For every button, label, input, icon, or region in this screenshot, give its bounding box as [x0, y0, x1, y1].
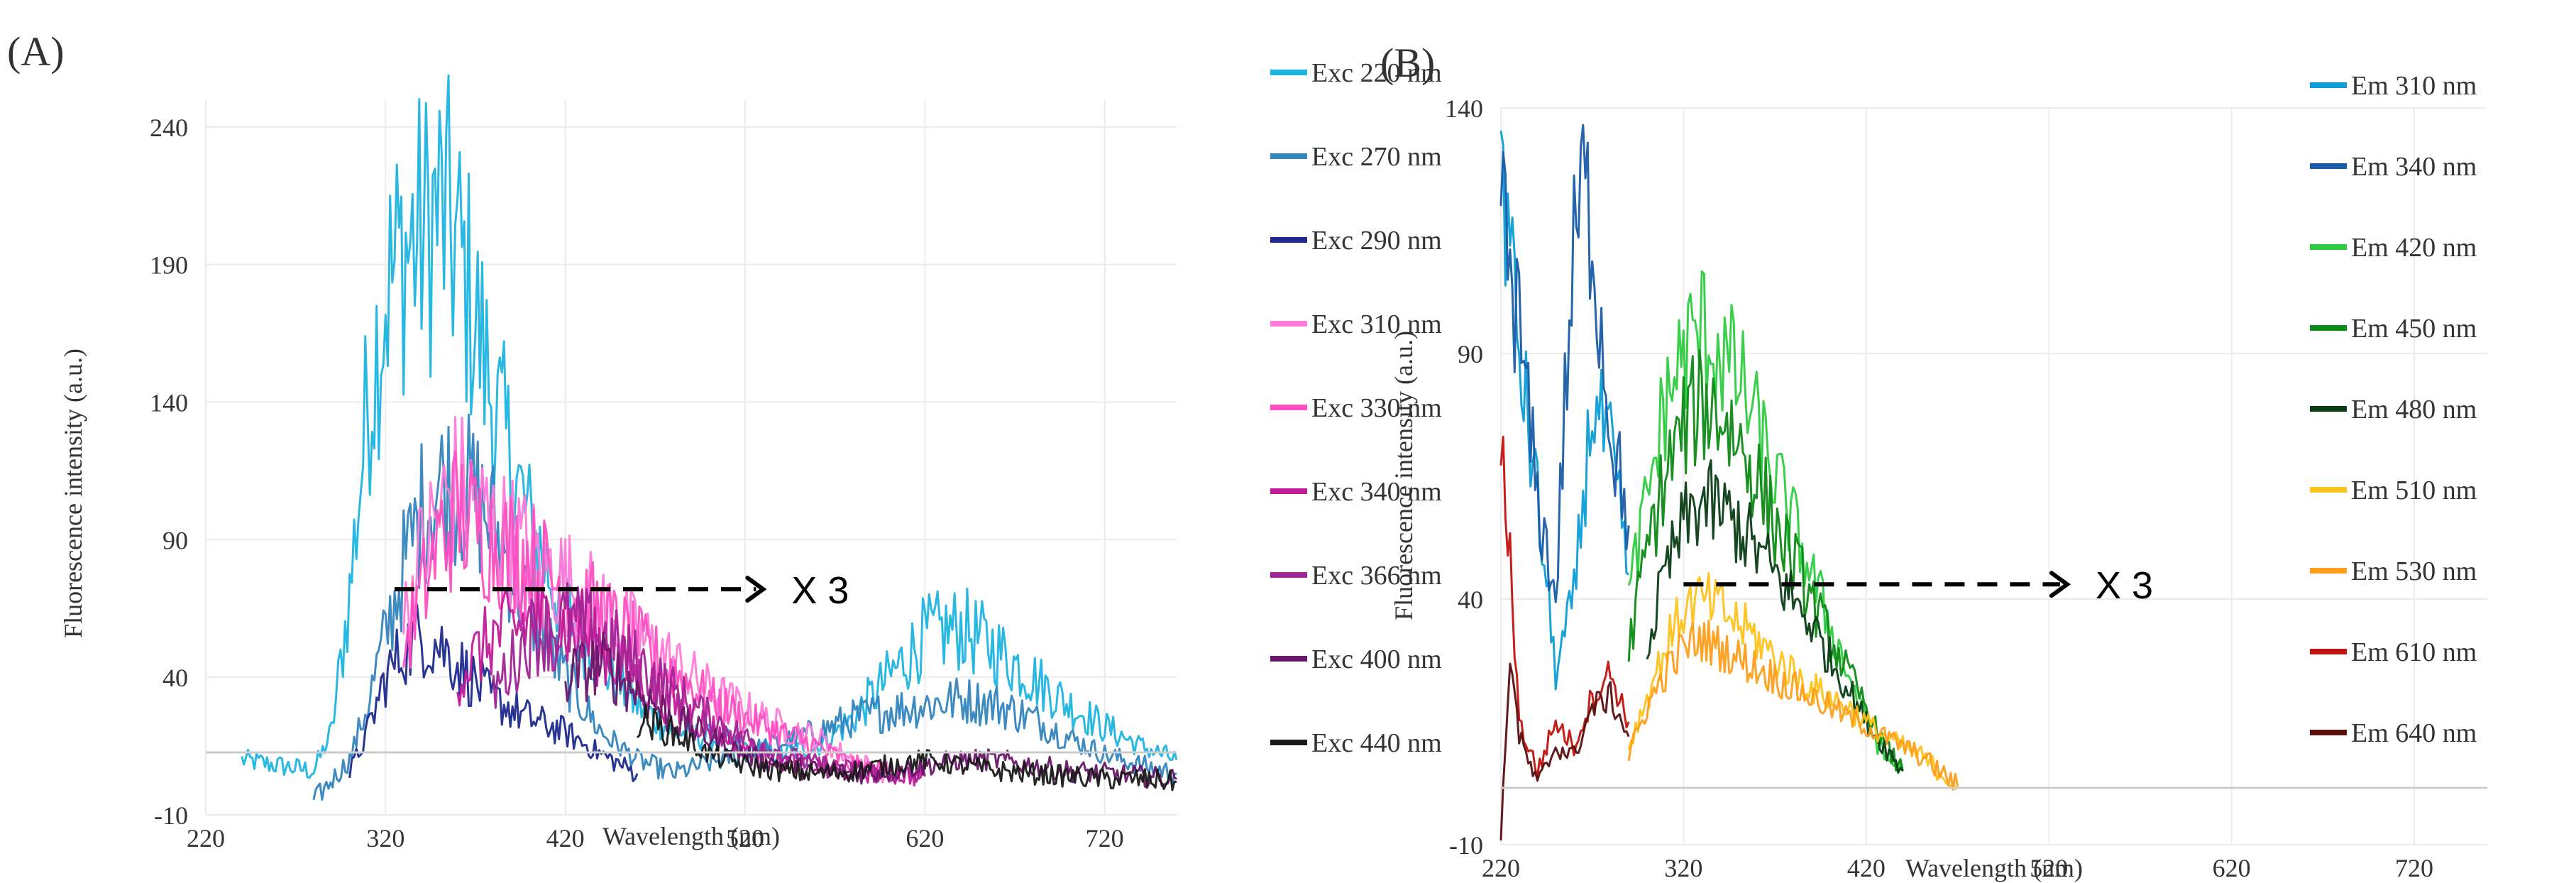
b-legend-label-1: Em 340 nm [2351, 152, 2477, 182]
panel-b-chart: (B) -10 40 90 140 220 320 420 520 620 720 Fluores… [1380, 40, 2487, 882]
panel-b-grid [1500, 107, 2487, 845]
a-series-line-3 [402, 416, 891, 784]
b-series-line-4 [1646, 459, 1904, 774]
b-legend-label-6: Em 530 nm [2351, 556, 2477, 586]
b-legend-label-4: Em 480 nm [2351, 395, 2477, 424]
b-ytick-0: -10 [1449, 831, 1483, 860]
a-xtick-5: 720 [1086, 824, 1124, 852]
panel-a-ticks: -10 40 90 140 190 240 220 320 420 520 620 720 [150, 114, 1124, 852]
a-legend-label-4: Exc 330 nm [1311, 393, 1442, 423]
panel-a-legend: Exc 220 nm Exc 270 nm Exc 290 nm Exc 310 nm… [1270, 58, 1442, 758]
b-series-line-8 [1499, 662, 1630, 841]
b-ytick-1: 40 [1458, 586, 1483, 614]
panel-b-xlabel: Wavelength (nm) [1905, 854, 2083, 882]
panel-b-x3-label: X 3 [2096, 564, 2153, 607]
b-ytick-2: 90 [1458, 340, 1483, 368]
a-legend-label-8: Exc 440 nm [1311, 728, 1442, 758]
b-legend-label-2: Em 420 nm [2351, 233, 2477, 263]
b-legend-label-0: Em 310 nm [2351, 71, 2477, 101]
panel-a-series [241, 74, 1178, 801]
b-legend-label-3: Em 450 nm [2351, 314, 2477, 344]
a-legend-label-7: Exc 400 nm [1311, 645, 1442, 674]
a-legend-label-6: Exc 366 nm [1311, 561, 1442, 591]
a-ytick-2: 90 [163, 526, 188, 554]
b-ytick-3: 140 [1445, 94, 1483, 123]
a-legend-label-3: Exc 310 nm [1311, 309, 1442, 339]
panel-b-arrow-head [2049, 571, 2071, 598]
panel-a-label: (A) [7, 28, 65, 75]
b-xtick-0: 220 [1482, 854, 1520, 882]
a-ytick-5: 240 [150, 114, 188, 142]
panel-b-ticks: -10 40 90 140 220 320 420 520 620 720 [1445, 94, 2433, 882]
b-series-line-6 [1627, 620, 1959, 791]
panel-b-series [1499, 124, 1959, 841]
panel-b-ylabel: Fluorescence intensity (a.u.) [1389, 331, 1418, 620]
a-ytick-1: 40 [163, 664, 188, 692]
panel-a-x3-label: X 3 [791, 569, 849, 612]
panel-b-annotation: X 3 [1683, 564, 2153, 607]
panel-b-label: (B) [1380, 40, 1435, 86]
b-legend-label-5: Em 510 nm [2351, 476, 2477, 505]
a-ytick-3: 140 [150, 388, 188, 417]
a-xtick-4: 620 [906, 824, 944, 852]
b-series-line-3 [1627, 349, 1904, 772]
a-xtick-1: 320 [366, 824, 404, 852]
b-xtick-2: 420 [1847, 854, 1886, 882]
panel-a-annotation: X 3 [395, 569, 849, 612]
a-legend-label-5: Exc 340 nm [1311, 477, 1442, 507]
b-legend-label-8: Em 640 nm [2351, 718, 2477, 748]
a-ytick-4: 190 [150, 251, 188, 280]
a-legend-label-1: Exc 270 nm [1311, 142, 1442, 172]
b-series-line-7 [1499, 435, 1630, 778]
panel-a-chart: (A) -10 40 90 140 190 240 220 320 420 520 620 720 F… [7, 28, 1442, 852]
b-xtick-5: 720 [2395, 854, 2433, 882]
b-series-line-5 [1627, 571, 1959, 791]
a-series-line-4 [402, 450, 889, 781]
a-ytick-0: -10 [154, 801, 188, 830]
a-series-line-0 [241, 74, 1178, 779]
a-legend-label-0: Exc 220 nm [1311, 58, 1442, 88]
a-xtick-0: 220 [187, 824, 225, 852]
a-legend-label-2: Exc 290 nm [1311, 226, 1442, 256]
panel-a-ylabel: Fluorescence intensity (a.u.) [59, 349, 87, 638]
a-xtick-3: 520 [726, 824, 764, 852]
b-xtick-4: 620 [2213, 854, 2251, 882]
a-xtick-2: 420 [546, 824, 585, 852]
panel-a-arrow-head [745, 576, 767, 603]
b-xtick-1: 320 [1664, 854, 1702, 882]
panel-a-xlabel: Wavelength (nm) [602, 822, 780, 850]
b-series-line-1 [1499, 124, 1630, 603]
a-series-line-8 [636, 704, 1177, 791]
panel-b-legend: Em 310 nm Em 340 nm Em 420 nm Em 450 nm Em 4… [2310, 71, 2477, 748]
a-series-line-7 [564, 631, 1177, 789]
b-xtick-3: 520 [2030, 854, 2068, 882]
b-series-line-2 [1627, 270, 1904, 774]
b-legend-label-7: Em 610 nm [2351, 637, 2477, 667]
